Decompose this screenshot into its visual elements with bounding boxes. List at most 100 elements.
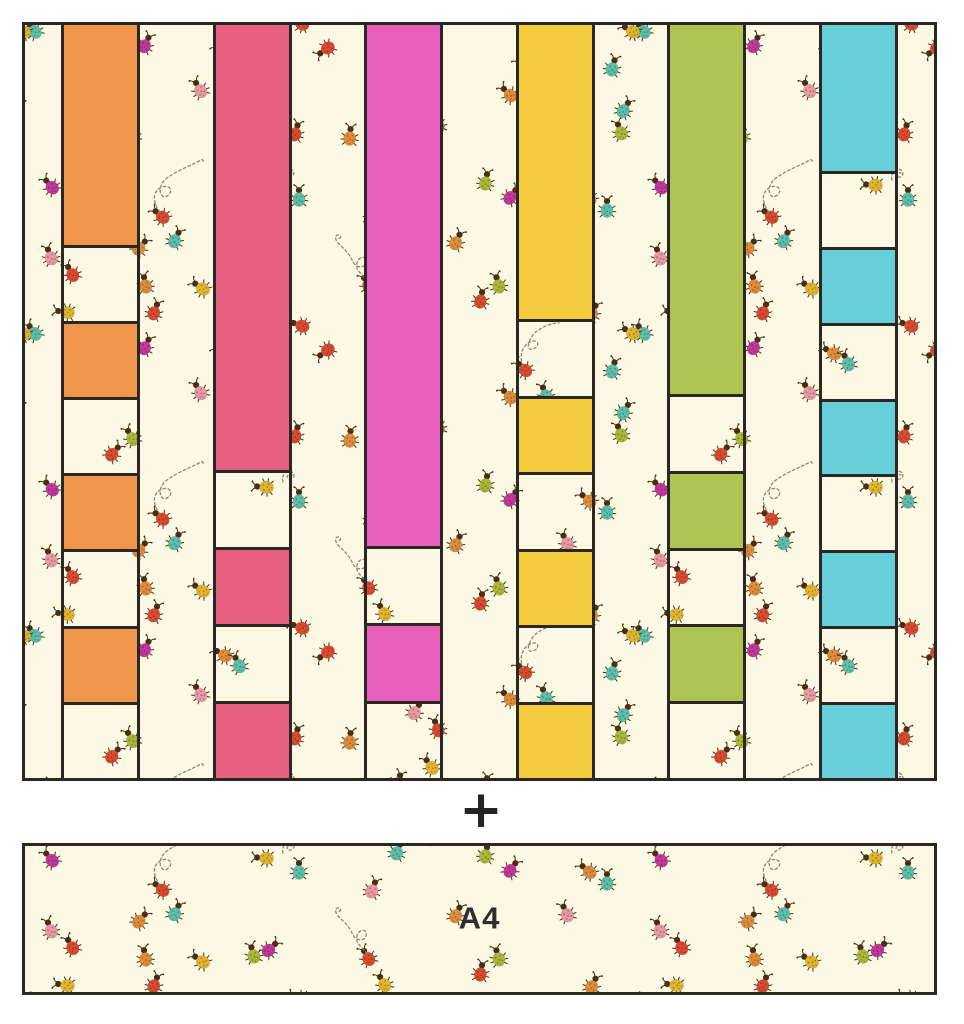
quilt-block-magenta [367,623,441,701]
quilt-block-background [25,25,61,778]
ladybug-icon [647,846,672,871]
ladybug-icon [51,973,76,992]
plus-sign: + [459,780,503,840]
quilt-block-yellow [518,25,592,319]
ladybug-icon [774,225,796,251]
ladybug-icon [602,657,624,682]
ladybug-icon [921,642,934,666]
ladybug-icon [796,948,822,972]
ladybug-icon [753,297,775,323]
ladybug-icon [897,986,919,992]
quilt-block-background [64,244,138,321]
ladybug-icon [242,940,264,965]
flight-trail-icon [330,905,374,968]
ladybug-icon [25,320,34,344]
ladybug-icon [288,857,310,881]
quilt-column-cyan-strip [818,25,895,778]
quilt-block-background [898,25,934,778]
ladybug-icon [596,497,618,521]
flight-trail-icon [280,846,300,862]
ladybug-icon [630,318,654,344]
ladybug-icon [555,899,577,925]
ladybug-icon [312,38,338,62]
ladybug-icon [602,53,624,78]
quilt-block-green [670,624,744,702]
ladybug-icon [774,527,796,553]
ladybug-icon [710,741,735,767]
ladybug-icon [339,726,361,751]
ladybug-icon [867,935,893,961]
quilt-block-cyan [821,702,895,778]
ladybug-icon [500,855,524,881]
ladybug-icon [851,940,873,965]
ladybug-icon [147,876,173,901]
quilt-column-background-2 [288,25,365,778]
ladybug-icon [743,270,765,295]
ladybug-icon [859,846,883,870]
ladybug-icon [38,846,63,871]
quilt-block-background [746,25,819,778]
ladybug-icon [897,184,919,208]
ladybug-icon [165,225,187,251]
ladybug-icon [631,25,654,42]
ladybug-icon [25,622,34,646]
quilt-block-yellow [518,701,592,778]
ladybug-icon [602,355,624,380]
ladybug-icon [288,486,310,510]
flight-trail-icon [280,468,300,491]
ladybug-icon [836,348,858,374]
quilt-block-background [821,474,895,550]
quilt-block-background [518,625,592,702]
ladybug-icon [312,340,338,364]
ladybug-icon [609,419,631,445]
quilt-block-orange [64,320,138,397]
ladybug-icon [470,285,492,310]
ladybug-icon [288,25,310,35]
quilt-column-green-strip [667,25,744,778]
quilt-block-background [215,623,289,701]
flight-trail-icon [518,320,564,377]
ladybug-icon [387,846,409,863]
ladybug-icon [609,117,631,143]
ladybug-icon [165,898,187,924]
quilt-column-background-3 [440,25,516,778]
quilt-block-background [821,322,895,399]
ladybug-icon [648,776,670,778]
ladybug-icon [897,857,919,881]
ladybug-icon [446,227,468,253]
flight-trail-icon [759,759,815,778]
quilt-block-background [518,319,592,396]
ladybug-icon [128,906,153,932]
ladybug-icon [144,970,166,992]
ladybug-icon [39,915,61,941]
ladybug-icon [418,752,442,778]
ladybug-icon [144,599,166,625]
flight-trail-icon [759,155,815,226]
quilt-block-background [64,701,138,778]
flight-trail-icon [518,622,564,679]
ladybug-icon [574,858,600,883]
ladybug-icon [25,620,45,646]
ladybug-icon [660,973,685,992]
ladybug-icon [756,203,782,228]
ladybug-icon [339,424,361,449]
quilt-block-magenta [367,25,441,546]
flight-trail-icon [759,846,815,899]
quilt-block-background [670,701,744,778]
ladybug-icon [25,25,45,42]
ladybug-icon [312,642,338,666]
ladybug-icon [38,474,63,500]
ladybug-icon [495,80,521,106]
quilt-block-pink [215,546,289,624]
quilt-block-background [443,25,516,778]
ladybug-icon [25,318,45,344]
ladybug-icon [25,398,27,422]
ladybug-icon [187,577,213,601]
quilt-block-background [670,547,744,625]
flight-trail-icon [330,232,374,295]
ladybug-icon [372,969,395,992]
ladybug-icon [188,377,211,403]
quilt-column-magenta-strip [364,25,441,778]
ladybug-icon [797,679,820,705]
quilt-block-orange [64,625,138,702]
